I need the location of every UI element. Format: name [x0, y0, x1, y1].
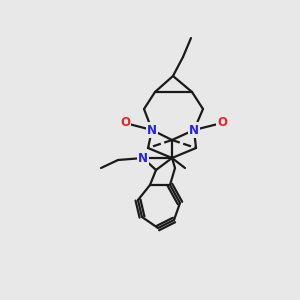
Text: N: N	[147, 124, 157, 136]
Text: N: N	[189, 124, 199, 136]
Text: O: O	[217, 116, 227, 130]
Text: N: N	[138, 152, 148, 164]
Text: O: O	[120, 116, 130, 130]
